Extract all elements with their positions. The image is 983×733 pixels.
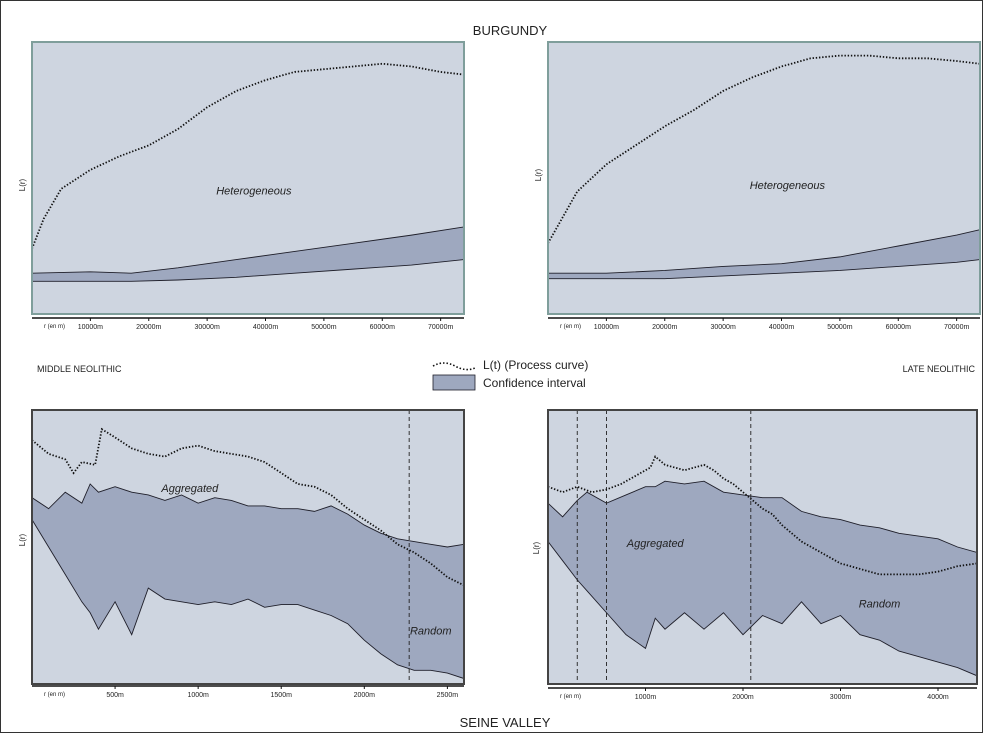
confidence-band [32,484,464,679]
y-axis-label: L(r) [534,168,543,181]
plot-content: Aggregated Random [32,410,464,684]
region-title-bottom: SEINE VALLEY [460,715,551,730]
x-tick-label: 4000m [927,694,949,701]
confidence-lower-bound [32,259,464,282]
region-annotation: Aggregated [160,483,219,495]
x-tick-label: 1500m [271,692,293,699]
confidence-lower-bound [32,519,464,679]
x-tick-label: 70000m [944,324,969,331]
chart-panel-seine-middle: Aggregated Random r (en m) 500m 1000m 1500m 20… [18,409,465,699]
x-tick-label: 2000m [732,694,754,701]
plot-frame [31,41,465,315]
period-label-right: LATE NEOLITHIC [903,364,976,374]
x-tick-label: 2500m [437,692,459,699]
x-tick-label: 10000m [594,324,619,331]
process-curve [548,455,977,576]
x-tick-label: 60000m [370,324,395,331]
legend-curve-swatch [432,362,476,371]
x-tick-label: 10000m [78,324,103,331]
x-tick-label: 2000m [354,692,376,699]
x-tick-label: 30000m [710,324,735,331]
region-annotation: Heterogeneous [750,180,826,192]
x-axis-unit-label: r (en m) [560,324,581,330]
process-curve [32,62,464,250]
x-tick-label: 20000m [652,324,677,331]
confidence-band [32,227,464,282]
chart-panel-burgundy-late: Heterogeneous r (en m) 10000m 20000m 30000m 4… [534,41,981,331]
x-tick-label: 500m [106,692,124,699]
region-annotation: Heterogeneous [216,185,292,197]
confidence-upper-bound [32,483,464,548]
x-tick-label: 70000m [428,324,453,331]
y-axis-label: L(r) [18,533,27,546]
confidence-band [548,229,980,279]
x-tick-label: 40000m [769,324,794,331]
plot-frame [31,409,465,685]
process-curve [548,54,980,244]
confidence-upper-bound [548,229,980,274]
plot-frame [547,409,978,685]
x-tick-label: 3000m [830,694,852,701]
chart-panel-seine-late: Aggregated Random r (en m) 1000m 2000m 3000m 4… [532,409,978,701]
x-axis-unit-label: r (en m) [560,694,581,700]
confidence-upper-bound [32,226,464,274]
legend: L(t) (Process curve) Confidence interval [432,358,588,391]
plot-content: Aggregated Random [548,410,977,684]
process-curve [32,427,464,587]
x-tick-label: 1000m [635,694,657,701]
x-tick-label: 40000m [253,324,278,331]
x-axis-unit-label: r (en m) [44,324,65,330]
region-title-top: BURGUNDY [473,23,548,38]
confidence-band [548,481,977,676]
x-tick-label: 1000m [187,692,209,699]
x-tick-label: 30000m [194,324,219,331]
plot-content: Heterogeneous [32,62,464,282]
region-annotation: Random [859,598,901,610]
legend-curve-label: L(t) (Process curve) [483,358,588,372]
confidence-lower-bound [548,541,977,677]
legend-band-swatch [432,374,476,391]
confidence-lower-bound [548,259,980,280]
period-label-left: MIDDLE NEOLITHIC [37,364,122,374]
x-tick-label: 20000m [136,324,161,331]
plot-frame [547,41,981,315]
region-annotation: Random [410,626,452,638]
y-axis-label: L(r) [532,541,541,554]
y-axis-label: L(r) [18,178,27,191]
chart-panel-burgundy-middle: Heterogeneous r (en m) 10000m 20000m 30000m 4… [18,41,465,331]
region-annotation: Aggregated [626,538,685,550]
plot-content: Heterogeneous [548,54,980,280]
x-tick-label: 50000m [311,324,336,331]
legend-band-label: Confidence interval [483,376,586,390]
x-tick-label: 60000m [886,324,911,331]
x-tick-label: 50000m [827,324,852,331]
x-axis-unit-label: r (en m) [44,692,65,698]
